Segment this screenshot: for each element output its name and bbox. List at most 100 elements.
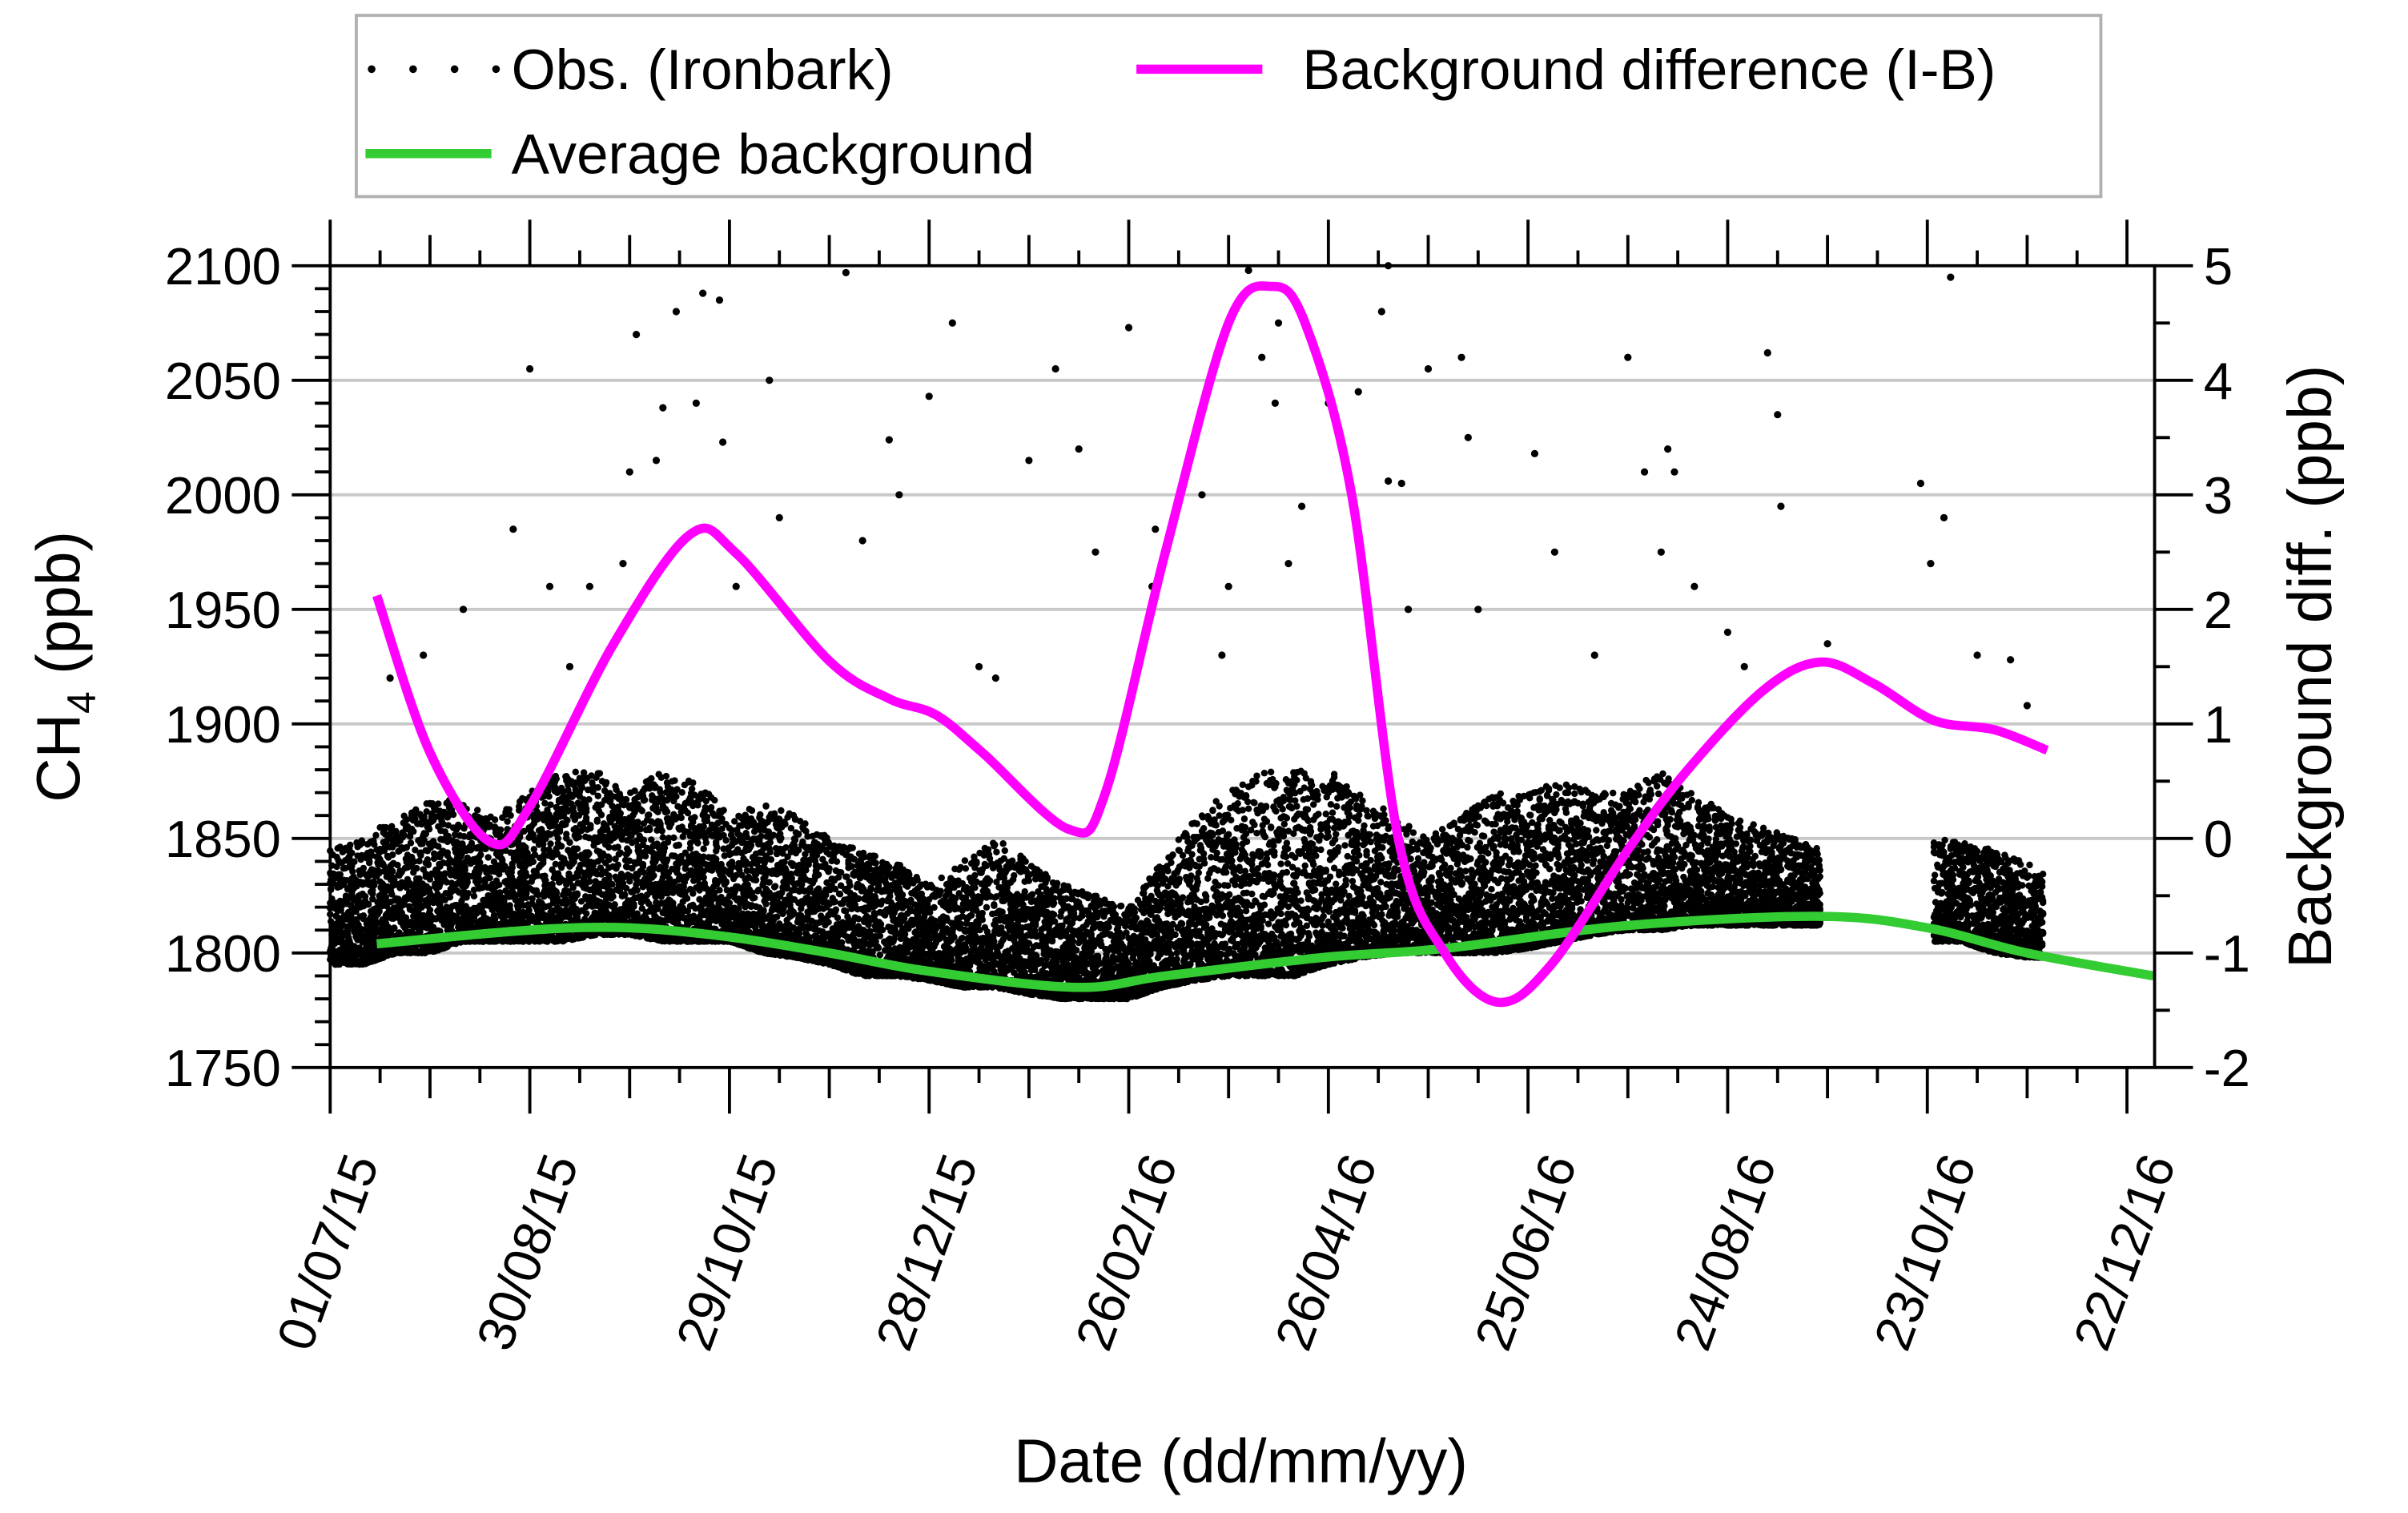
obs-point	[836, 891, 844, 898]
obs-point	[410, 827, 417, 835]
obs-point	[795, 831, 802, 838]
obs-point	[757, 811, 764, 819]
legend-obs-label: Obs. (Ironbark)	[512, 38, 894, 102]
obs-point	[634, 819, 641, 826]
obs-point	[541, 799, 549, 807]
obs-point	[658, 827, 665, 835]
obs-point	[825, 919, 832, 926]
obs-point	[426, 906, 434, 914]
obs-point	[722, 878, 730, 886]
obs-point	[424, 860, 432, 868]
obs-point	[762, 803, 770, 810]
obs-point	[425, 825, 433, 833]
obs-point	[356, 944, 363, 952]
obs-point	[831, 898, 839, 906]
obs-point	[336, 843, 344, 851]
obs-point	[336, 871, 344, 879]
legend-avg-label: Average background	[512, 123, 1035, 187]
obs-point	[416, 857, 423, 865]
obs-point	[782, 820, 789, 828]
obs-point	[491, 816, 499, 823]
obs-point	[720, 807, 727, 814]
obs-point	[762, 900, 770, 907]
obs-point	[545, 793, 553, 800]
obs-point	[374, 919, 381, 927]
obs-point	[663, 808, 671, 815]
obs-point	[585, 795, 593, 803]
obs-point	[593, 818, 601, 825]
obs-point	[625, 847, 633, 855]
obs-point	[760, 907, 767, 914]
obs-point	[700, 823, 707, 831]
obs-point	[369, 895, 376, 903]
obs-point	[376, 907, 383, 915]
obs-point	[631, 787, 638, 795]
obs-point	[684, 809, 692, 817]
obs-point	[691, 814, 698, 821]
obs-point	[659, 834, 667, 841]
obs-point	[834, 914, 842, 922]
obs-point	[614, 861, 621, 869]
obs-point	[413, 864, 420, 872]
obs-point	[700, 874, 707, 881]
obs-point	[617, 810, 624, 817]
obs-point	[496, 881, 503, 889]
obs-point	[496, 826, 505, 834]
obs-point	[594, 792, 601, 800]
obs-point	[529, 858, 537, 866]
obs-point	[371, 881, 378, 889]
obs-point	[417, 851, 424, 859]
obs-point	[771, 883, 779, 890]
obs-point	[391, 924, 398, 932]
obs-point	[343, 877, 351, 884]
obs-point	[449, 811, 457, 819]
obs-point	[782, 844, 790, 851]
obs-point	[678, 789, 685, 796]
obs-points	[327, 262, 2047, 1003]
obs-point	[557, 843, 565, 850]
obs-point	[371, 841, 378, 848]
obs-point	[683, 895, 691, 902]
obs-point	[486, 874, 493, 882]
legend-diff-label: Background difference (I-B)	[1302, 38, 1996, 102]
obs-point	[464, 890, 472, 897]
obs-point	[640, 869, 648, 876]
obs-point	[770, 831, 778, 839]
legend-obs-dot	[492, 65, 500, 74]
obs-point	[597, 811, 605, 819]
obs-point	[534, 891, 542, 899]
obs-point	[766, 839, 774, 847]
obs-point	[349, 867, 356, 875]
obs-point	[575, 833, 583, 841]
obs-point	[826, 865, 833, 872]
obs-point	[378, 903, 385, 910]
obs-point	[507, 811, 514, 819]
obs-point	[617, 849, 624, 856]
obs-point	[694, 839, 701, 847]
obs-point	[609, 892, 617, 900]
obs-point	[352, 907, 360, 915]
obs-point	[594, 784, 601, 791]
obs-point	[578, 784, 586, 791]
obs-point	[689, 779, 697, 787]
obs-point	[669, 899, 677, 907]
obs-point	[348, 849, 356, 857]
obs-point	[673, 793, 680, 800]
obs-point	[640, 836, 648, 844]
obs-point	[605, 843, 613, 851]
obs-point	[657, 820, 664, 827]
obs-point	[566, 839, 573, 847]
obs-point	[605, 856, 613, 863]
obs-point	[372, 831, 380, 839]
obs-point	[714, 843, 721, 851]
legend-box	[354, 14, 2103, 199]
obs-point	[662, 772, 670, 780]
obs-point	[716, 887, 723, 894]
obs-point	[650, 871, 657, 879]
obs-point	[638, 807, 646, 815]
obs-point	[586, 878, 593, 885]
obs-point	[506, 902, 513, 909]
obs-point	[474, 807, 481, 814]
obs-point	[766, 879, 774, 886]
